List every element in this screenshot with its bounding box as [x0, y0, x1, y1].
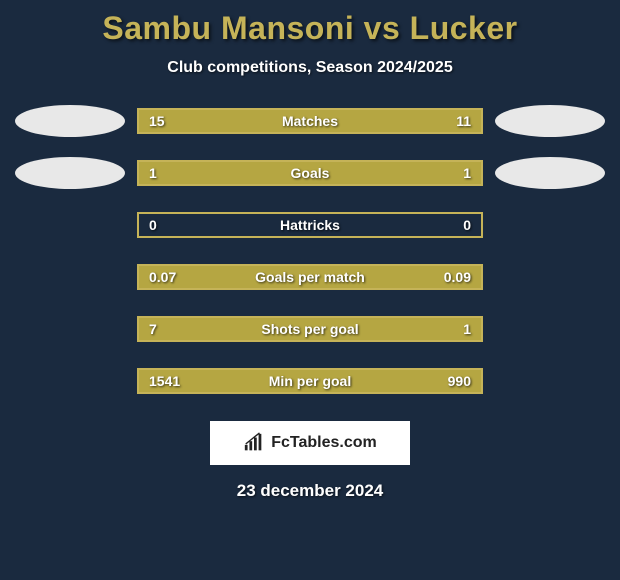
- stat-row: 1541 Min per goal 990: [0, 365, 620, 397]
- value-left: 15: [149, 113, 165, 129]
- stat-label: Goals: [291, 165, 330, 181]
- player-left-marker: [15, 105, 125, 137]
- stat-row: 0.07 Goals per match 0.09: [0, 261, 620, 293]
- stat-row: 1 Goals 1: [0, 157, 620, 189]
- value-right: 0.09: [444, 269, 471, 285]
- stat-bar: 0 Hattricks 0: [137, 212, 483, 238]
- stat-bar: 15 Matches 11: [137, 108, 483, 134]
- value-right: 11: [456, 113, 471, 129]
- player-left-marker: [15, 157, 125, 189]
- stat-bar: 7 Shots per goal 1: [137, 316, 483, 342]
- value-right: 1: [463, 165, 471, 181]
- page-title: Sambu Mansoni vs Lucker: [0, 0, 620, 47]
- value-right: 0: [463, 217, 471, 233]
- stat-row: 7 Shots per goal 1: [0, 313, 620, 345]
- subtitle: Club competitions, Season 2024/2025: [0, 59, 620, 77]
- stat-bar: 1 Goals 1: [137, 160, 483, 186]
- logo-text: FcTables.com: [271, 434, 377, 452]
- player-right-marker: [495, 157, 605, 189]
- value-left: 1541: [149, 373, 180, 389]
- stat-row: 15 Matches 11: [0, 105, 620, 137]
- fill-right: [310, 162, 481, 184]
- stat-label: Shots per goal: [261, 321, 358, 337]
- value-left: 0.07: [149, 269, 176, 285]
- stat-bar: 1541 Min per goal 990: [137, 368, 483, 394]
- stat-row: 0 Hattricks 0: [0, 209, 620, 241]
- player-right-marker: [495, 105, 605, 137]
- value-right: 1: [463, 321, 471, 337]
- logo-badge: FcTables.com: [210, 421, 410, 465]
- stat-label: Min per goal: [269, 373, 351, 389]
- stats-container: 15Matches111Goals10Hattricks00.07Goals p…: [0, 105, 620, 397]
- date-label: 23 december 2024: [0, 481, 620, 501]
- value-left: 0: [149, 217, 157, 233]
- fill-left: [139, 162, 310, 184]
- chart-icon: [243, 432, 265, 454]
- stat-label: Matches: [282, 113, 338, 129]
- stat-label: Hattricks: [280, 217, 340, 233]
- value-left: 7: [149, 321, 157, 337]
- stat-bar: 0.07 Goals per match 0.09: [137, 264, 483, 290]
- stat-label: Goals per match: [255, 269, 365, 285]
- value-right: 990: [448, 373, 471, 389]
- value-left: 1: [149, 165, 157, 181]
